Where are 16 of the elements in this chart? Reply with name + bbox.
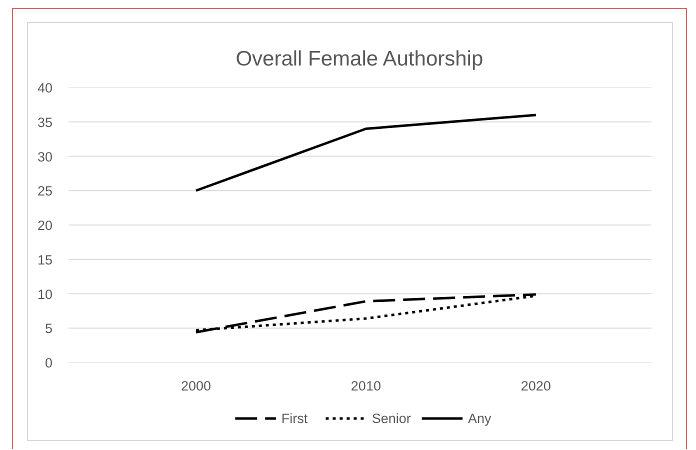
y-tick-label: 40 — [37, 80, 53, 96]
y-tick-label: 30 — [37, 149, 53, 164]
y-tick-label: 15 — [37, 252, 53, 268]
y-tick-label: 10 — [37, 286, 53, 302]
y-tick-label: 0 — [44, 356, 53, 370]
y-tick-label: 35 — [37, 114, 53, 130]
legend-label: Senior — [372, 411, 412, 426]
chart-title: Overall Female Authorship — [236, 48, 484, 70]
x-tick-label: 2010 — [350, 378, 381, 394]
legend-label: Any — [468, 411, 492, 426]
x-tick-label: 2020 — [520, 378, 551, 394]
y-tick-label: 20 — [37, 218, 53, 233]
y-tick-label: 25 — [37, 184, 53, 199]
legend-label: First — [281, 411, 308, 426]
y-tick-label: 5 — [44, 321, 53, 336]
x-tick-label: 2000 — [180, 378, 212, 394]
